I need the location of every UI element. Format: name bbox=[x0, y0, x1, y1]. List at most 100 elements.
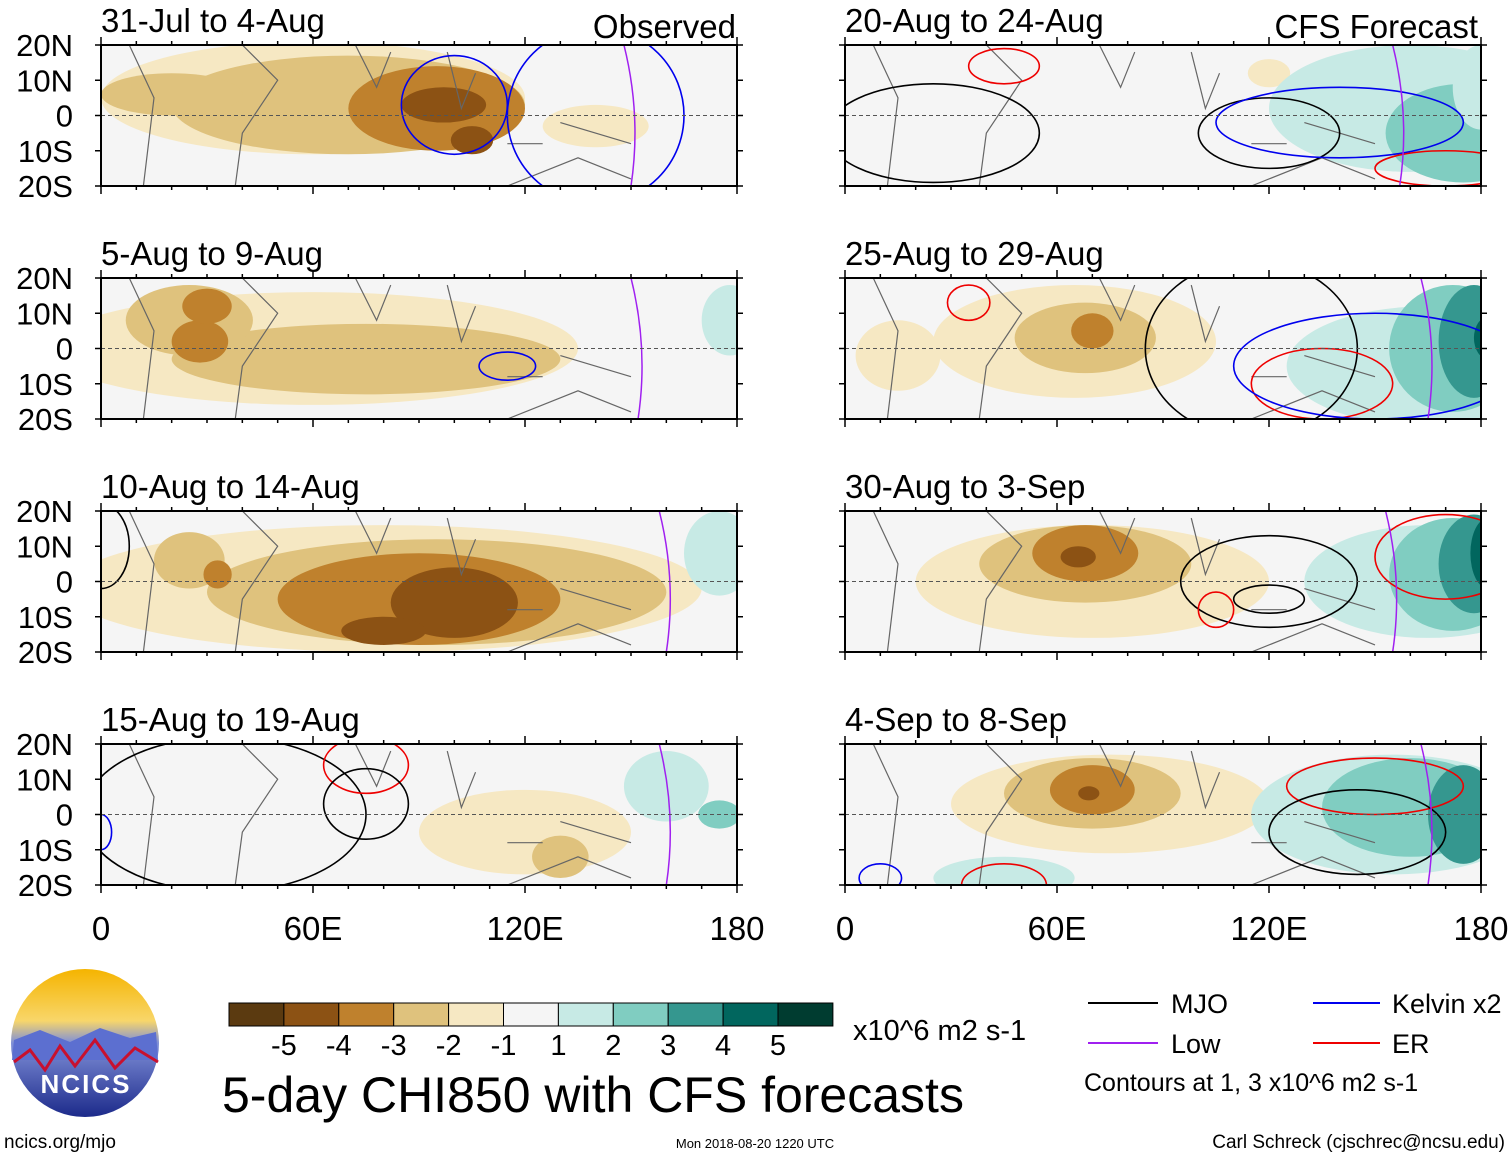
figure-title: 5-day CHI850 with CFS forecasts bbox=[222, 1067, 964, 1123]
anomaly-shading bbox=[701, 285, 737, 356]
colorbar-label: 2 bbox=[605, 1030, 621, 1062]
footer-timestamp: Mon 2018-08-20 1220 UTC bbox=[676, 1136, 834, 1151]
lat-tick-label: 20N bbox=[16, 28, 73, 63]
lat-tick-label: 20S bbox=[18, 868, 73, 903]
wave-contour bbox=[1197, 591, 1235, 629]
column-label-forecast: CFS Forecast bbox=[1274, 8, 1478, 45]
low-contour bbox=[1420, 278, 1433, 419]
colorbar-swatch bbox=[557, 1002, 614, 1027]
lat-tick-label: 10S bbox=[18, 833, 73, 868]
lat-tick-label: 10N bbox=[16, 762, 73, 797]
wave-contour bbox=[946, 284, 991, 322]
lon-tick-label: 60E bbox=[1028, 910, 1087, 947]
panel-title: 31-Jul to 4-Aug bbox=[101, 2, 325, 39]
wave-contour bbox=[478, 351, 537, 382]
panel-title: 15-Aug to 19-Aug bbox=[101, 701, 360, 738]
anomaly-shading bbox=[171, 320, 229, 363]
lat-tick-label: 0 bbox=[56, 798, 73, 833]
legend: MJO Kelvin x2 Low ER Contours at 1, 3 x1… bbox=[1084, 989, 1502, 1097]
anomaly-shading bbox=[182, 288, 232, 324]
low-contour bbox=[1391, 45, 1405, 186]
wave-contour bbox=[101, 744, 367, 885]
contour-note: Contours at 1, 3 x10^6 m2 s-1 bbox=[1084, 1069, 1418, 1097]
colorbar: -5 -4 -3 -2 -1 1 2 3 4 5 bbox=[228, 1002, 834, 1062]
legend-label-low: Low bbox=[1171, 1029, 1221, 1059]
coastline bbox=[128, 744, 632, 885]
lat-tick-label: 20S bbox=[18, 402, 73, 437]
anomaly-shading bbox=[684, 511, 737, 596]
coastline bbox=[872, 278, 1376, 419]
anomaly-shading bbox=[1438, 285, 1481, 398]
lat-tick-label: 10N bbox=[16, 296, 73, 331]
coastline bbox=[128, 511, 632, 652]
panel-title: 30-Aug to 3-Sep bbox=[845, 468, 1085, 505]
panel-title: 5-Aug to 9-Aug bbox=[101, 235, 323, 272]
map-panel: 4-Sep to 8-Sep bbox=[839, 701, 1487, 893]
anomaly-shading bbox=[450, 126, 494, 155]
coastline bbox=[872, 511, 1376, 652]
anomaly-shading bbox=[1060, 546, 1096, 568]
lon-tick-label: 180 bbox=[709, 910, 764, 947]
panel-title: 20-Aug to 24-Aug bbox=[845, 2, 1104, 39]
colorbar-swatch bbox=[612, 1002, 669, 1027]
lat-tick-label: 10S bbox=[18, 367, 73, 402]
panel-title: 4-Sep to 8-Sep bbox=[845, 701, 1067, 738]
logo-text: NCICS bbox=[41, 1069, 132, 1099]
wave-contour bbox=[1374, 149, 1481, 186]
wave-contour bbox=[1232, 584, 1306, 615]
anomaly-shading bbox=[341, 616, 427, 645]
lat-tick-label: 10S bbox=[18, 600, 73, 635]
colorbar-swatch bbox=[393, 1002, 450, 1027]
anomaly-shading bbox=[1438, 514, 1481, 614]
legend-label-mjo: MJO bbox=[1171, 989, 1228, 1019]
wave-contour bbox=[858, 863, 903, 885]
anomaly-shading bbox=[542, 104, 649, 148]
low-contour bbox=[1384, 511, 1398, 652]
lat-tick-label: 10N bbox=[16, 63, 73, 98]
column-label-observed: Observed bbox=[593, 8, 736, 45]
anomaly-shading bbox=[1452, 45, 1481, 130]
lat-tick-label: 20N bbox=[16, 261, 73, 296]
coastline bbox=[872, 45, 1376, 186]
anomaly-shading bbox=[1078, 786, 1100, 801]
footer-site-link[interactable]: ncics.org/mjo bbox=[4, 1132, 116, 1153]
wave-contour bbox=[1268, 789, 1447, 876]
wave-contour bbox=[1285, 757, 1465, 816]
anomaly-shading bbox=[933, 856, 1075, 885]
colorbar-label: 1 bbox=[550, 1030, 566, 1062]
lat-tick-label: 10N bbox=[16, 529, 73, 564]
anomaly-shading bbox=[623, 751, 709, 822]
colorbar-label: -3 bbox=[381, 1030, 407, 1062]
wave-contour bbox=[1232, 312, 1481, 419]
lat-tick-label: 0 bbox=[56, 332, 73, 367]
legend-label-er: ER bbox=[1392, 1029, 1430, 1059]
colorbar-label: 3 bbox=[660, 1030, 676, 1062]
colorbar-label: -1 bbox=[491, 1030, 517, 1062]
footer-author: Carl Schreck (cjschrec@ncsu.edu) bbox=[1212, 1132, 1505, 1153]
colorbar-swatch bbox=[503, 1002, 559, 1027]
colorbar-swatch bbox=[283, 1002, 340, 1027]
anomaly-shading bbox=[101, 73, 243, 116]
coastline bbox=[128, 45, 632, 186]
low-contour bbox=[1420, 744, 1433, 885]
map-panel: 20-Aug to 24-Aug bbox=[839, 2, 1487, 194]
lon-tick-label: 60E bbox=[284, 910, 343, 947]
map-panel: 25-Aug to 29-Aug bbox=[839, 235, 1487, 427]
colorbar-swatch bbox=[228, 1002, 285, 1027]
colorbar-units: x10^6 m2 s-1 bbox=[853, 1015, 1026, 1047]
anomaly-shading bbox=[855, 320, 941, 391]
wave-contour bbox=[322, 767, 410, 840]
map-panel: 30-Aug to 3-Sep bbox=[839, 468, 1487, 660]
lon-tick-label: 120E bbox=[1230, 910, 1307, 947]
anomaly-shading bbox=[401, 87, 487, 123]
lat-tick-label: 20N bbox=[16, 727, 73, 762]
lon-tick-label: 120E bbox=[486, 910, 563, 947]
lat-tick-label: 0 bbox=[56, 565, 73, 600]
colorbar-label: 5 bbox=[770, 1030, 786, 1062]
lat-tick-label: 20S bbox=[18, 169, 73, 204]
colorbar-label: -4 bbox=[326, 1030, 352, 1062]
colorbar-label: -2 bbox=[436, 1030, 462, 1062]
